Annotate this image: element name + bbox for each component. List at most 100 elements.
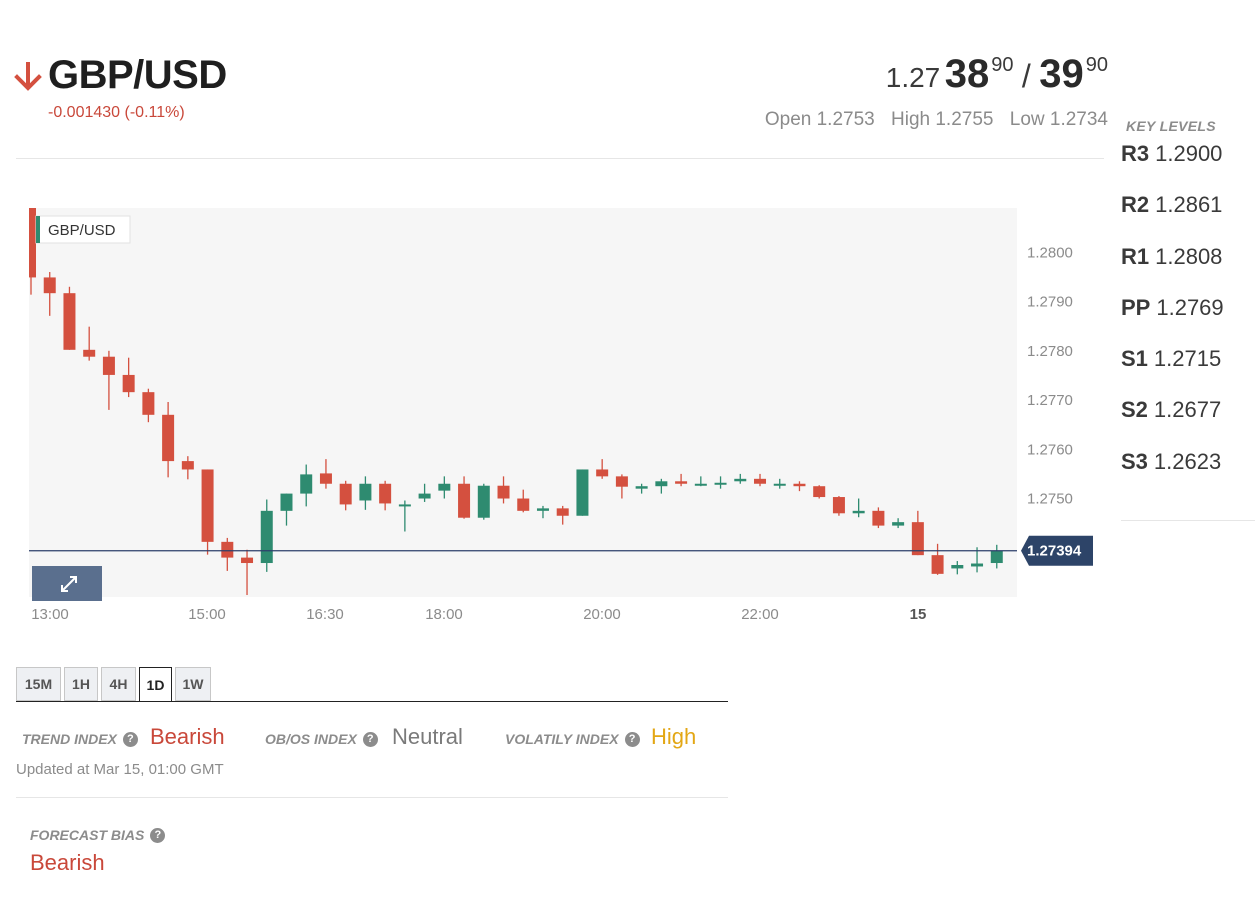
candle-body: [872, 510, 885, 526]
open-value: Open 1.2753: [764, 109, 875, 130]
candle: [615, 474, 628, 499]
candle: [122, 357, 135, 398]
down-arrow-icon: [14, 62, 42, 91]
candle-body: [852, 510, 865, 514]
volatility-index-label: VOLATILY INDEX?: [505, 731, 640, 747]
key-level-pp: PP 1.2769: [1121, 295, 1224, 320]
candle-body: [497, 485, 510, 499]
question-circle-icon[interactable]: ?: [122, 731, 138, 747]
trend-index-value: Bearish: [150, 724, 225, 749]
key-levels-title: KEY LEVELS: [1126, 118, 1216, 134]
candle-body: [102, 356, 115, 375]
low-value: Low 1.2734: [1009, 109, 1108, 130]
candle-body: [359, 483, 372, 501]
candle: [418, 483, 431, 502]
candle: [398, 500, 411, 532]
volatility-index-value: High: [651, 724, 697, 749]
quote-separator: /: [1021, 58, 1031, 94]
candle-body: [142, 392, 155, 415]
expand-button[interactable]: [32, 566, 102, 601]
candle-body: [714, 482, 727, 485]
candle-body: [162, 414, 175, 462]
candle: [694, 476, 707, 487]
candle: [734, 473, 747, 484]
timeframe-underline: [16, 701, 728, 702]
y-tick-label: 1.2800: [1027, 244, 1073, 261]
bid-small: 90: [991, 54, 1014, 76]
x-tick-label: 15:00: [188, 606, 226, 623]
candle-body: [300, 474, 313, 494]
current-price-tag-bg: [1021, 535, 1093, 566]
candle: [576, 469, 589, 516]
candle-body: [971, 563, 984, 567]
question-circle-icon[interactable]: ?: [624, 731, 640, 747]
key-level-r3: R3 1.2900: [1121, 141, 1223, 166]
candle-body: [635, 486, 648, 489]
candle: [201, 469, 214, 555]
ask-big: 39: [1039, 52, 1084, 96]
timeframe-1d[interactable]: 1D: [139, 667, 172, 702]
y-tick-label: 1.2780: [1027, 343, 1073, 360]
candle: [319, 459, 332, 489]
bid-big: 38: [944, 52, 990, 96]
candle: [221, 537, 234, 571]
candle: [911, 510, 924, 556]
candle-body: [63, 293, 76, 350]
candle: [773, 478, 786, 489]
candle-body: [793, 483, 806, 487]
question-circle-icon[interactable]: ?: [150, 827, 166, 843]
key-levels-divider: [1121, 520, 1255, 521]
candle-body: [911, 522, 924, 556]
candle: [102, 350, 115, 410]
candle: [43, 272, 56, 316]
candle: [241, 549, 254, 596]
timeframe-4h[interactable]: 4H: [101, 667, 136, 701]
candle: [162, 402, 175, 478]
candle: [556, 505, 569, 525]
timeframe-1h[interactable]: 1H: [64, 667, 98, 701]
candle: [892, 518, 905, 529]
y-tick-label: 1.2790: [1027, 294, 1073, 311]
candle-body: [615, 476, 628, 487]
chart-plot-area: [29, 208, 1017, 597]
expand-icon[interactable]: [61, 576, 77, 592]
candle: [497, 476, 510, 504]
candle: [832, 496, 845, 516]
candle-body: [832, 497, 845, 514]
candle: [359, 476, 372, 510]
x-tick-label: 18:00: [425, 606, 463, 623]
candle-body: [990, 550, 1003, 564]
y-tick-label: 1.2770: [1027, 392, 1073, 409]
header-divider: [16, 158, 1104, 159]
ask-small: 90: [1085, 54, 1108, 76]
candle: [477, 483, 490, 520]
candle: [754, 473, 767, 487]
candle: [63, 286, 76, 350]
candle-body: [280, 493, 293, 511]
timeframe-1w[interactable]: 1W: [175, 667, 211, 701]
legend-box: GBP/USD: [35, 215, 131, 244]
y-tick-label: 1.2750: [1027, 491, 1073, 508]
updated-timestamp: Updated at Mar 15, 01:00 GMT: [16, 761, 224, 778]
candle-body: [536, 508, 549, 511]
candle-body: [892, 522, 905, 526]
timeframe-15m[interactable]: 15M: [16, 667, 61, 701]
candle-body: [576, 469, 589, 516]
candle-body: [734, 478, 747, 482]
candle: [852, 498, 865, 518]
candle: [714, 476, 727, 489]
ohl-summary: Open 1.2753 High 1.2755 Low 1.2734: [754, 109, 1108, 131]
candle: [971, 547, 984, 573]
expand-button-bg[interactable]: [32, 566, 102, 601]
candle-body: [241, 557, 254, 564]
legend-bg: [35, 215, 131, 244]
candle: [675, 473, 688, 487]
obos-index-label: OB/OS INDEX?: [265, 731, 378, 747]
candle-body: [596, 469, 609, 477]
candle: [379, 480, 392, 511]
symbol-title: GBP/USD: [48, 53, 227, 97]
candle: [872, 507, 885, 529]
question-circle-icon[interactable]: ?: [362, 731, 378, 747]
candle-body: [655, 481, 668, 487]
